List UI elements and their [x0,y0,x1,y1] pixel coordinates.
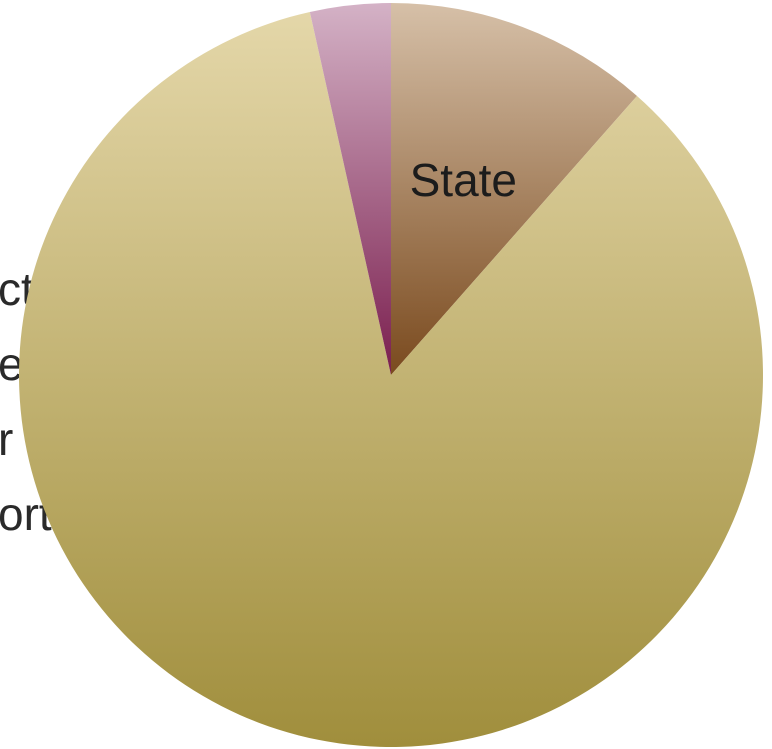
pie-labels: State [410,154,517,206]
pie-slice-2 [18,11,764,747]
pie-slice-3 [309,3,391,375]
pie-slices [18,3,764,747]
pie-slice-label: State [410,154,517,206]
pie-slice-state [391,3,638,375]
background-text-line-3: r [0,413,13,465]
background-text-line-2: e [0,338,24,390]
